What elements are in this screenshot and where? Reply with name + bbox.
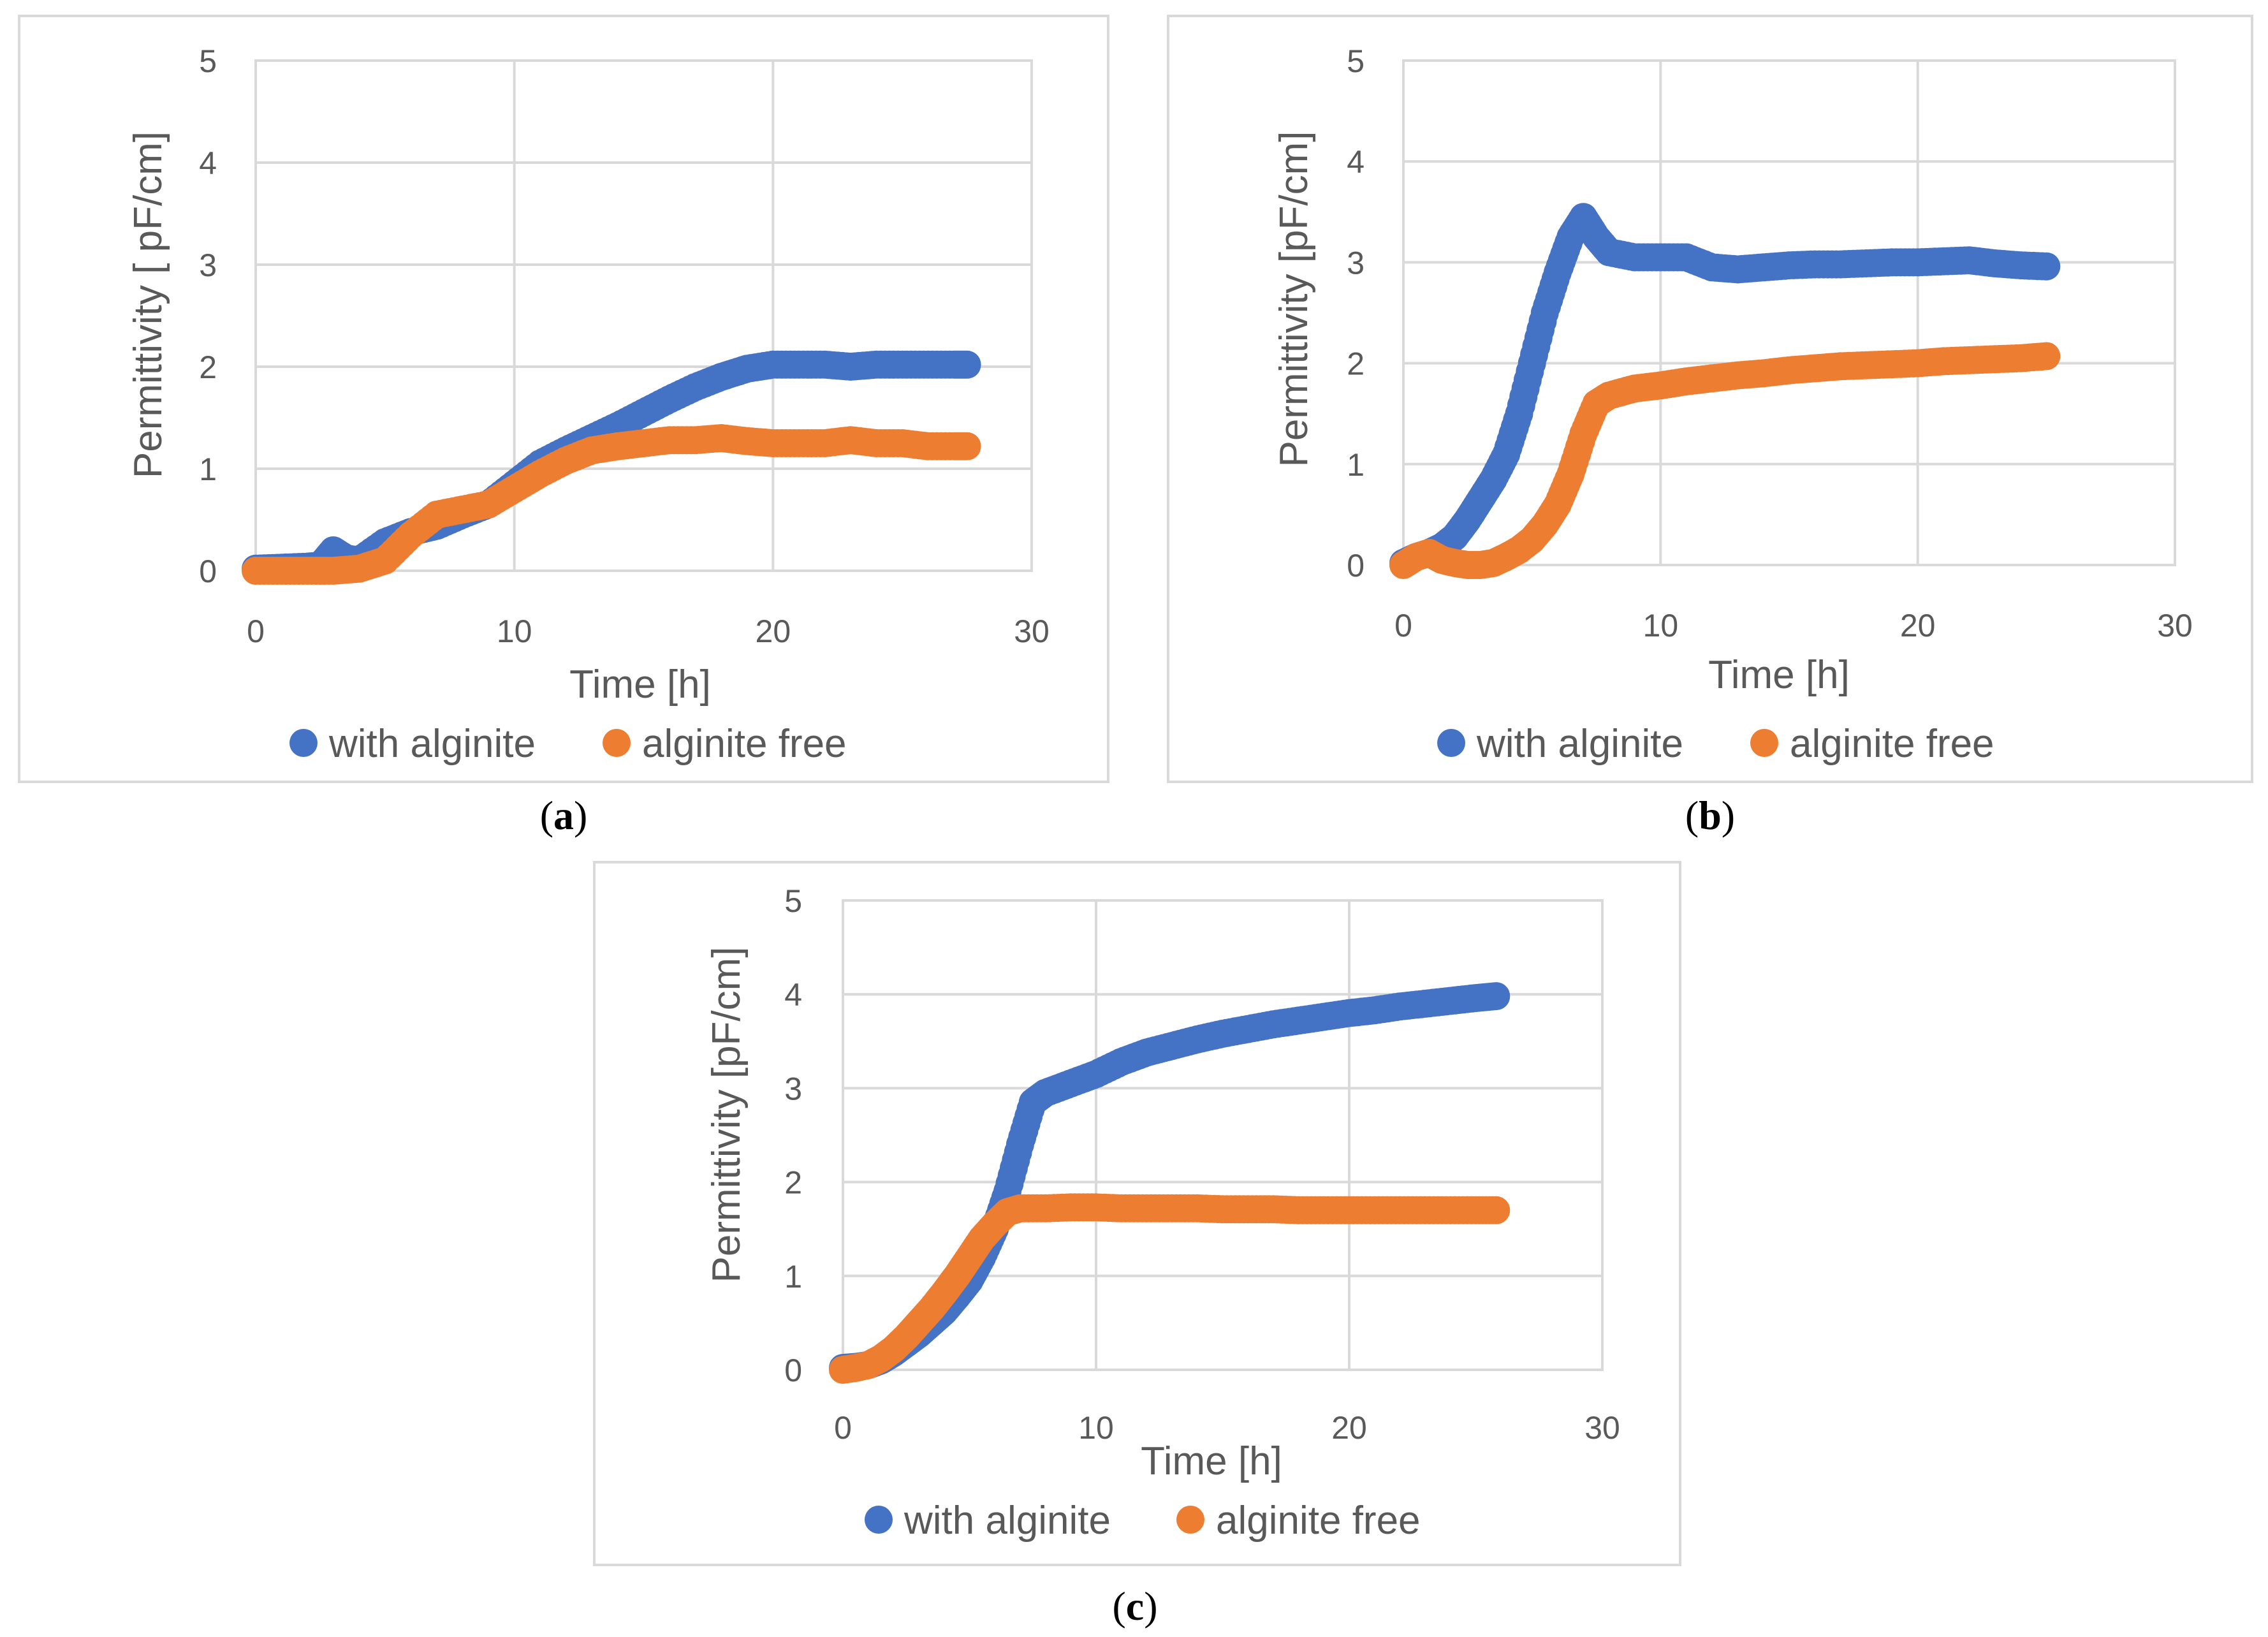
y-tick-label-c: 2 (784, 1165, 802, 1201)
legend-label-with-alginite-b: with alginite (1476, 722, 1683, 766)
y-tick-label-a: 1 (199, 451, 217, 487)
caption-c: (c) (1112, 1583, 1157, 1629)
y-tick-label-b: 3 (1347, 245, 1364, 281)
x-tick-labels-b: 0 10 20 30 (1394, 608, 2193, 643)
panel-a: 0 1 2 3 4 5 0 10 20 30 Time [h] Permittivity [ p… (18, 15, 1109, 838)
chart-frame-a (18, 15, 1109, 783)
y-tick-label-a: 3 (199, 247, 217, 283)
x-tick-labels-c: 0 10 20 30 (834, 1410, 1620, 1446)
x-tick-label-b: 0 (1394, 608, 1412, 643)
data-points-a (242, 350, 981, 585)
legend-marker-with-alginite-b (1437, 729, 1465, 757)
y-tick-label-b: 2 (1347, 346, 1364, 382)
data-point (1482, 1196, 1511, 1224)
x-tick-label-b: 30 (2157, 608, 2193, 643)
legend-label-with-alginite-a: with alginite (328, 722, 536, 766)
data-points-c (829, 982, 1511, 1384)
plot-area-c (842, 899, 1604, 1371)
legend-marker-with-alginite-c (865, 1506, 893, 1534)
caption-a: (a) (540, 793, 588, 838)
y-tick-label-a: 0 (199, 554, 217, 589)
chart-frame-b (1167, 15, 2253, 783)
x-tick-label-c: 20 (1331, 1410, 1367, 1446)
y-tick-label-a: 5 (199, 43, 217, 79)
legend-marker-alginite-free-c (1176, 1506, 1204, 1534)
x-tick-label-a: 10 (497, 613, 532, 649)
x-tick-label-a: 20 (756, 613, 791, 649)
plot-area-a (254, 59, 1033, 572)
y-tick-labels-a: 0 1 2 3 4 5 (199, 43, 217, 589)
y-axis-title-c: Permittivity [pF/cm] (705, 946, 749, 1282)
x-tick-label-c: 0 (834, 1410, 852, 1446)
x-tick-labels-a: 0 10 20 30 (247, 613, 1050, 649)
data-point (2032, 342, 2061, 371)
y-tick-labels-c: 0 1 2 3 4 5 (784, 883, 802, 1388)
y-tick-label-b: 1 (1347, 447, 1364, 483)
legend-label-with-alginite-c: with alginite (904, 1499, 1111, 1543)
y-tick-labels-b: 0 1 2 3 4 5 (1347, 43, 1364, 584)
series-alginite-free-a (242, 424, 981, 585)
legend-c: with alginite alginite free (865, 1499, 1421, 1543)
y-tick-label-a: 4 (199, 145, 217, 181)
legend-label-alginite-free-c: alginite free (1216, 1499, 1421, 1543)
y-tick-label-b: 0 (1347, 548, 1364, 584)
legend-marker-alginite-free-a (603, 729, 631, 757)
x-tick-label-c: 10 (1078, 1410, 1114, 1446)
y-axis-title-b: Permittivity [pF/cm] (1272, 131, 1316, 467)
panel-b: 0 1 2 3 4 5 0 10 20 30 Time [h] Permittivity [pF… (1167, 15, 2253, 838)
legend-b: with alginite alginite free (1437, 722, 1994, 766)
x-axis-title-c: Time [h] (1141, 1439, 1282, 1483)
caption-b: (b) (1685, 793, 1735, 838)
data-points-b (1389, 203, 2061, 579)
y-tick-label-c: 1 (784, 1259, 802, 1295)
data-point (953, 350, 981, 379)
panel-c: 0 1 2 3 4 5 0 10 20 30 Time [h] Permittivity [pF… (593, 861, 1681, 1629)
y-tick-label-b: 4 (1347, 144, 1364, 180)
y-tick-label-c: 0 (784, 1353, 802, 1388)
legend-marker-alginite-free-b (1750, 729, 1778, 757)
series-alginite-free-c (829, 1193, 1511, 1384)
series-alginite-free-b (1389, 342, 2061, 579)
y-tick-label-a: 2 (199, 349, 217, 385)
y-axis-title-a: Permittivity [ pF/cm] (126, 131, 170, 478)
x-tick-label-c: 30 (1584, 1410, 1620, 1446)
x-axis-title-b: Time [h] (1708, 653, 1850, 697)
legend-label-alginite-free-a: alginite free (642, 722, 847, 766)
y-tick-label-c: 3 (784, 1071, 802, 1106)
x-tick-label-a: 30 (1014, 613, 1050, 649)
legend-a: with alginite alginite free (289, 722, 847, 766)
y-tick-label-c: 4 (784, 977, 802, 1013)
x-tick-label-b: 10 (1643, 608, 1679, 643)
legend-marker-with-alginite-a (289, 729, 318, 757)
x-tick-label-b: 20 (1900, 608, 1936, 643)
data-point (2032, 252, 2061, 281)
y-tick-label-b: 5 (1347, 43, 1364, 79)
y-tick-label-c: 5 (784, 883, 802, 919)
data-point (1482, 982, 1511, 1011)
x-tick-label-a: 0 (247, 613, 265, 649)
data-point (953, 432, 981, 460)
plot-area-b (1402, 59, 2176, 566)
x-axis-title-a: Time [h] (569, 663, 711, 707)
legend-label-alginite-free-b: alginite free (1790, 722, 1994, 766)
